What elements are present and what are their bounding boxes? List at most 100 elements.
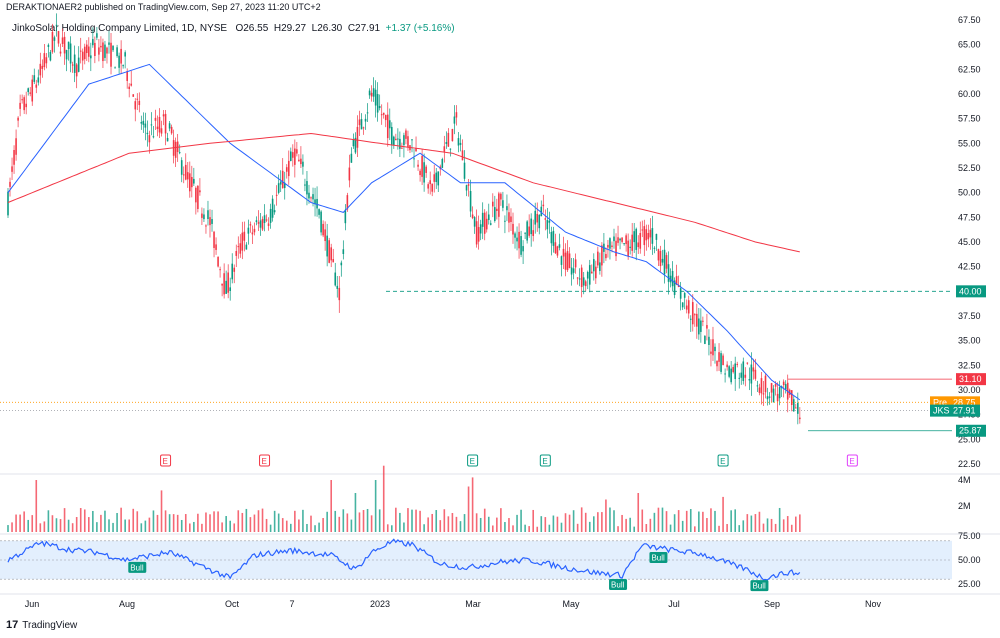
price-tick-label: 50.00	[958, 188, 981, 198]
level-label: 31.10	[959, 374, 982, 384]
candle-body	[279, 181, 282, 185]
candle-body	[568, 253, 571, 268]
volume-bar	[395, 507, 397, 532]
candle-body	[506, 206, 508, 211]
candle-body	[520, 236, 522, 255]
candle-body	[31, 79, 34, 102]
volume-bar	[718, 525, 720, 532]
candle-body	[360, 119, 363, 130]
candle-body	[15, 138, 17, 155]
candle-body	[251, 232, 254, 235]
candle-body	[128, 86, 130, 90]
volume-bar	[59, 519, 62, 532]
volume-bar	[770, 518, 773, 532]
candle-body	[572, 268, 575, 273]
volume-bar	[281, 518, 284, 532]
candle-body	[277, 183, 280, 193]
volume-bar	[597, 512, 599, 532]
candle-body	[578, 278, 581, 280]
candle-body	[310, 197, 312, 199]
symbol-legend: JinkoSolar Holding Company Limited, 1D, …	[12, 23, 455, 34]
volume-bar	[790, 524, 793, 532]
candle-body	[797, 402, 799, 414]
candle-body	[364, 118, 367, 122]
candle-body	[182, 174, 185, 176]
price-tick-label: 22.50	[958, 459, 981, 469]
candle-body	[354, 137, 357, 153]
candle-body	[496, 208, 498, 211]
candle-body	[160, 128, 163, 134]
candle-body	[39, 63, 42, 76]
volume-bar	[609, 507, 611, 532]
candle-body	[752, 367, 755, 372]
candle-body	[599, 262, 601, 271]
volume-bar	[92, 510, 94, 532]
candle-body	[41, 65, 44, 69]
candle-body	[112, 45, 114, 51]
candle-body	[782, 381, 785, 386]
candle-body	[302, 161, 304, 167]
candle-body	[124, 52, 126, 57]
sma-fast-line	[7, 63, 801, 401]
volume-bar	[100, 514, 102, 532]
candle-body	[306, 181, 308, 195]
candle-body	[83, 46, 86, 60]
volume-bar	[96, 522, 98, 532]
bull-divergence-label: Bull	[130, 563, 144, 572]
candle-body	[116, 47, 118, 57]
price-tick-label: 32.50	[958, 360, 981, 370]
price-tick-label: 62.50	[958, 64, 981, 74]
candle-body	[326, 235, 328, 257]
candle-body	[799, 417, 801, 420]
candle-body	[391, 126, 393, 145]
candle-body	[259, 220, 262, 228]
candle-body	[342, 249, 345, 255]
time-tick-label: Jul	[668, 599, 680, 609]
volume-bar	[479, 517, 482, 532]
candle-body	[524, 232, 526, 234]
volume-bar	[354, 493, 357, 532]
volume-bar	[483, 508, 486, 532]
volume-bar	[673, 514, 676, 532]
candle-body	[681, 302, 684, 308]
candle-body	[764, 375, 767, 393]
candle-body	[508, 212, 510, 223]
candle-body	[431, 183, 433, 192]
candle-body	[378, 105, 381, 109]
volume-bar	[588, 521, 591, 532]
volume-bar	[330, 480, 332, 532]
price-tick-label: 67.50	[958, 15, 981, 25]
price-tick-label: 35.00	[958, 336, 981, 346]
candle-body	[459, 142, 462, 145]
candle-body	[554, 242, 557, 254]
volume-bar	[677, 510, 680, 532]
volume-bar	[556, 516, 559, 532]
candle-body	[348, 167, 351, 181]
candle-body	[223, 273, 225, 295]
candle-body	[633, 231, 635, 243]
candle-body	[659, 250, 662, 267]
candle-body	[395, 138, 397, 141]
candle-body	[538, 214, 541, 229]
volume-bar	[290, 523, 292, 532]
candle-body	[421, 155, 423, 177]
candle-body	[657, 249, 660, 261]
time-tick-label: Nov	[865, 599, 882, 609]
earnings-marker-label: E	[262, 457, 267, 466]
candle-body	[59, 51, 62, 54]
candle-body	[53, 37, 56, 41]
candle-body	[25, 103, 27, 108]
candle-body	[49, 51, 52, 61]
candle-body	[401, 147, 403, 149]
candle-body	[465, 185, 468, 191]
level-label-bg	[956, 285, 986, 298]
change-value: +1.37 (+5.16%)	[385, 23, 455, 34]
brand-name: TradingView	[22, 619, 78, 631]
candle-body	[407, 136, 409, 147]
candle-body	[679, 288, 682, 299]
candle-body	[744, 374, 747, 378]
volume-bar	[269, 524, 272, 532]
candle-body	[35, 84, 38, 88]
volume-bar	[245, 508, 248, 532]
